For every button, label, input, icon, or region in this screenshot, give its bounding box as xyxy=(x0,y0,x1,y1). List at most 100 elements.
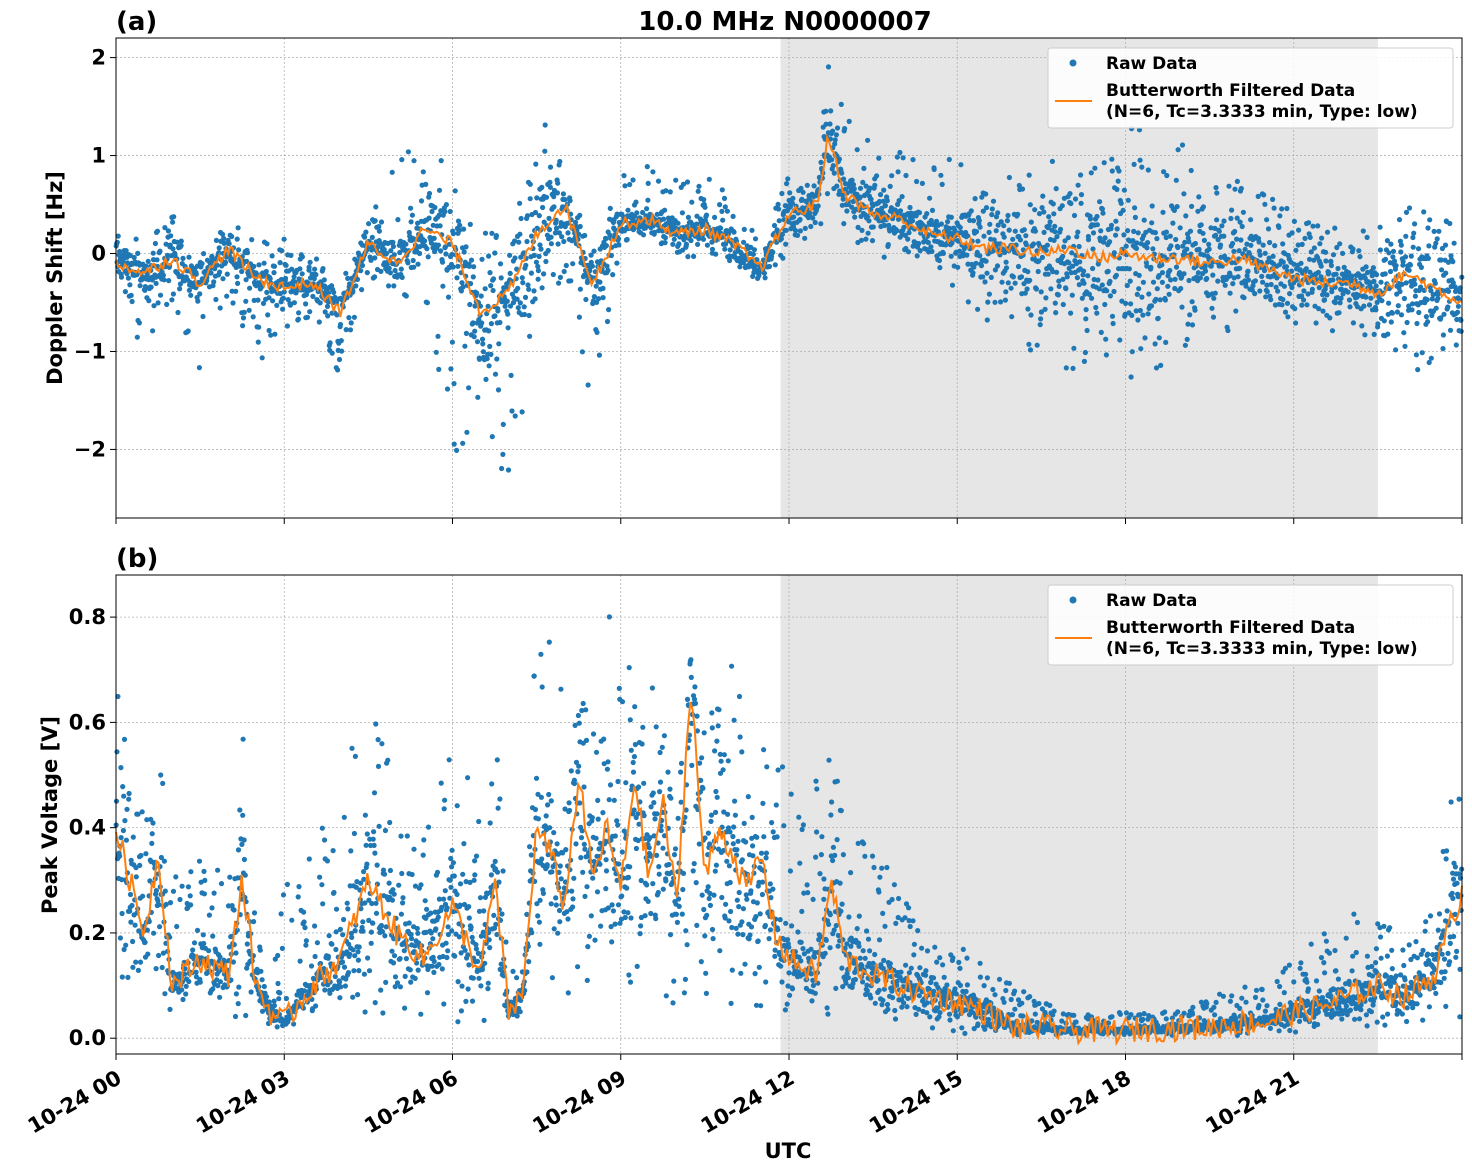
raw-data-point xyxy=(163,901,169,907)
raw-data-point xyxy=(240,736,246,742)
raw-data-point xyxy=(297,266,303,272)
raw-data-point xyxy=(402,973,408,980)
raw-data-point xyxy=(1127,278,1133,284)
raw-data-point xyxy=(1244,273,1250,279)
raw-data-point xyxy=(532,806,539,813)
raw-data-point xyxy=(1078,172,1084,178)
raw-data-point xyxy=(1153,296,1159,302)
raw-data-point xyxy=(651,833,657,839)
raw-data-point xyxy=(638,877,644,884)
raw-data-point xyxy=(1361,303,1367,309)
raw-data-point xyxy=(1270,253,1276,259)
raw-data-point xyxy=(165,228,171,234)
raw-data-point xyxy=(411,846,417,852)
raw-data-point xyxy=(661,216,667,222)
raw-data-point xyxy=(583,296,589,303)
raw-data-point xyxy=(1413,352,1419,358)
raw-data-point xyxy=(577,800,583,806)
raw-data-point xyxy=(514,296,520,302)
raw-data-point xyxy=(1196,246,1202,252)
raw-data-point xyxy=(1371,331,1377,337)
raw-data-point xyxy=(579,707,585,714)
raw-data-point xyxy=(355,949,361,955)
raw-data-point xyxy=(1153,365,1160,371)
raw-data-point xyxy=(412,943,418,949)
raw-data-point xyxy=(1183,213,1189,219)
raw-data-point xyxy=(162,888,168,894)
raw-data-point xyxy=(322,987,328,993)
raw-data-point xyxy=(1079,295,1085,301)
raw-data-point xyxy=(409,212,415,218)
panel-label-b: (b) xyxy=(116,544,158,574)
raw-data-point xyxy=(406,920,412,926)
raw-data-point xyxy=(1311,257,1317,263)
raw-data-point xyxy=(425,824,432,830)
raw-data-point xyxy=(1063,286,1069,292)
raw-data-point xyxy=(795,929,801,935)
raw-data-point xyxy=(259,1008,266,1014)
raw-data-point xyxy=(507,270,513,276)
raw-data-point xyxy=(663,993,669,999)
raw-data-point xyxy=(1154,286,1160,292)
raw-data-point xyxy=(608,252,615,259)
raw-data-point xyxy=(120,827,126,834)
raw-data-point xyxy=(306,856,312,862)
raw-data-point xyxy=(233,288,239,294)
raw-data-point xyxy=(296,310,302,316)
raw-data-point xyxy=(723,901,729,907)
raw-data-point xyxy=(542,122,548,128)
raw-data-point xyxy=(487,820,493,826)
raw-data-point xyxy=(1001,234,1007,240)
raw-data-point xyxy=(488,351,494,357)
raw-data-point xyxy=(523,262,529,268)
raw-data-point xyxy=(720,847,727,854)
raw-data-point xyxy=(404,833,410,839)
raw-data-point xyxy=(343,327,349,333)
raw-data-point xyxy=(235,225,241,231)
raw-data-point xyxy=(235,1001,241,1007)
raw-data-point xyxy=(702,204,708,210)
raw-data-point xyxy=(145,258,151,264)
raw-data-point xyxy=(1445,288,1452,294)
raw-data-point xyxy=(1028,312,1034,318)
raw-data-point xyxy=(460,284,466,290)
raw-data-point xyxy=(126,790,132,797)
raw-data-point xyxy=(1397,288,1403,295)
raw-data-point xyxy=(1187,312,1193,318)
raw-data-point xyxy=(211,890,217,896)
raw-data-point xyxy=(438,248,444,254)
raw-data-point xyxy=(603,857,609,863)
raw-data-point xyxy=(280,892,287,898)
raw-data-point xyxy=(256,324,262,330)
raw-data-point xyxy=(364,270,370,276)
raw-data-point xyxy=(703,212,710,218)
raw-data-point xyxy=(800,189,806,195)
raw-data-point xyxy=(1178,285,1184,292)
raw-data-point xyxy=(983,205,990,211)
raw-data-point xyxy=(512,255,518,261)
raw-data-point xyxy=(1407,262,1413,268)
raw-data-point xyxy=(368,929,374,935)
raw-data-point xyxy=(266,295,272,301)
raw-data-point xyxy=(153,888,159,894)
raw-data-point xyxy=(1003,259,1009,265)
raw-data-point xyxy=(497,319,503,326)
raw-data-point xyxy=(370,836,376,842)
raw-data-point xyxy=(493,233,499,239)
raw-data-point xyxy=(538,246,544,252)
raw-data-point xyxy=(948,253,954,259)
raw-data-point xyxy=(1132,205,1138,211)
raw-data-point xyxy=(993,214,1000,220)
raw-data-point xyxy=(1075,229,1081,235)
raw-data-point xyxy=(706,176,712,182)
raw-data-point xyxy=(361,876,367,882)
raw-data-point xyxy=(1308,249,1314,255)
raw-data-point xyxy=(1039,205,1045,211)
raw-data-point xyxy=(603,868,610,874)
raw-data-point xyxy=(1309,286,1315,292)
raw-data-point xyxy=(1374,299,1380,305)
raw-data-point xyxy=(678,769,684,775)
raw-data-point xyxy=(874,173,880,179)
raw-data-point xyxy=(1186,277,1192,284)
raw-data-point xyxy=(1391,258,1398,264)
